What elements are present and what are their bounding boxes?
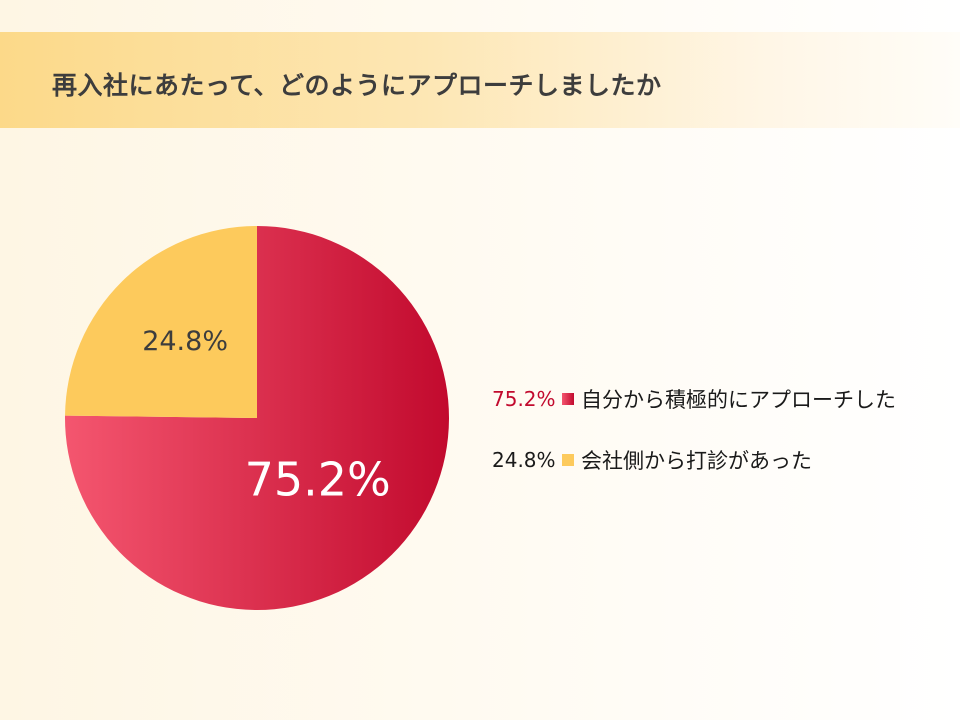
legend-label-self-approach: 自分から積極的にアプローチした [581, 388, 896, 412]
page-title: 再入社にあたって、どのようにアプローチしましたか [52, 71, 662, 100]
legend-swatch-self-approach [562, 393, 574, 405]
legend-item-company-offer: 24.8% 会社側から打診があった [492, 443, 896, 477]
title-band [0, 32, 960, 128]
pie-slice-company-offer [65, 226, 257, 418]
legend-label-company-offer: 会社側から打診があった [581, 449, 812, 473]
pie-data-label-company-offer: 24.8% [142, 326, 228, 357]
legend: 75.2% 自分から積極的にアプローチした 24.8% 会社側から打診があった [492, 382, 896, 504]
legend-value-self-approach: 75.2% [492, 387, 556, 411]
pie-data-label-self-approach: 75.2% [245, 452, 391, 506]
legend-swatch-company-offer [562, 454, 574, 466]
legend-value-company-offer: 24.8% [492, 448, 556, 472]
legend-item-self-approach: 75.2% 自分から積極的にアプローチした [492, 382, 896, 416]
